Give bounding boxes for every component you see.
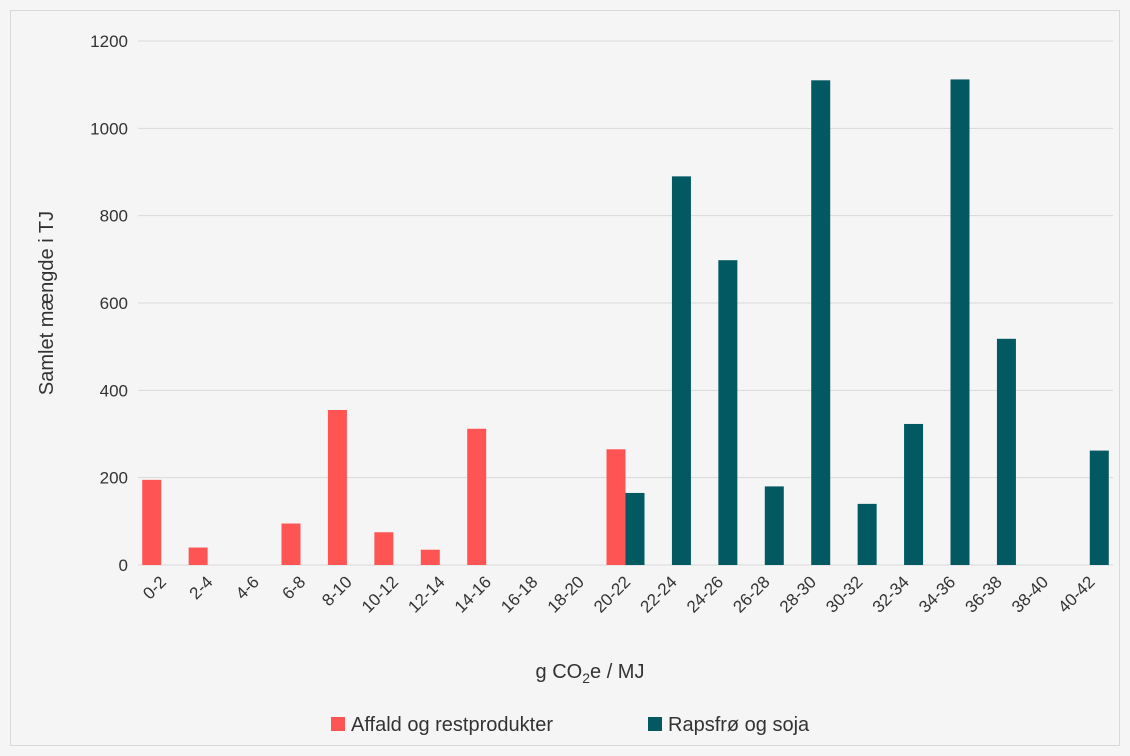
y-axis-title: Samlet mængde i TJ bbox=[36, 211, 58, 395]
y-tick-label: 1000 bbox=[90, 119, 128, 138]
bar-affald-6-8 bbox=[281, 523, 301, 565]
bar-rapsfro-30-32 bbox=[857, 503, 877, 565]
legend-swatch-rapsfro bbox=[648, 717, 662, 731]
y-tick-label: 0 bbox=[119, 556, 128, 575]
x-axis-title-main: g CO bbox=[536, 661, 583, 683]
x-tick-label: 0-2 bbox=[139, 572, 170, 603]
bar-affald-0-2 bbox=[142, 479, 162, 565]
legend: Affald og restprodukter Rapsfrø og soja bbox=[331, 714, 810, 736]
bar-rapsfro-24-26 bbox=[718, 260, 738, 565]
x-tick-label: 26-28 bbox=[729, 572, 773, 616]
bar-rapsfro-34-36 bbox=[950, 79, 970, 565]
bar-rapsfro-20-22 bbox=[625, 492, 645, 565]
x-tick-label: 14-16 bbox=[451, 572, 495, 616]
x-tick-label: 10-12 bbox=[358, 572, 402, 616]
x-tick-label: 6-8 bbox=[279, 572, 310, 603]
x-tick-label: 28-30 bbox=[776, 572, 820, 616]
x-axis-title-subscript: 2 bbox=[582, 670, 590, 686]
bar-affald-20-22 bbox=[606, 449, 626, 565]
legend-label-rapsfro: Rapsfrø og soja bbox=[668, 714, 810, 736]
bar-rapsfro-32-34 bbox=[904, 423, 924, 565]
x-tick-label: 40-42 bbox=[1054, 572, 1098, 616]
x-tick-label: 30-32 bbox=[822, 572, 866, 616]
x-tick-label: 36-38 bbox=[962, 572, 1006, 616]
bar-rapsfro-22-24 bbox=[671, 176, 691, 565]
y-tick-label: 600 bbox=[100, 294, 128, 313]
bar-rapsfro-40-42 bbox=[1089, 450, 1109, 565]
bar-affald-2-4 bbox=[188, 547, 208, 565]
x-axis-title: g CO2e / MJ bbox=[536, 661, 645, 686]
gridlines bbox=[138, 40, 1113, 566]
x-axis-ticks: 0-2 2-4 4-6 6-8 8-10 10-12 12-14 14-16 16-18 18-2… bbox=[139, 572, 1098, 616]
bars bbox=[142, 79, 1109, 566]
y-tick-label: 1200 bbox=[90, 32, 128, 51]
bar-rapsfro-26-28 bbox=[764, 486, 784, 565]
y-tick-label: 800 bbox=[100, 207, 128, 226]
x-tick-label: 4-6 bbox=[232, 572, 263, 603]
x-tick-label: 8-10 bbox=[318, 572, 355, 609]
x-tick-label: 12-14 bbox=[404, 572, 448, 616]
y-axis-ticks: 0 200 400 600 800 1000 1200 bbox=[90, 32, 128, 575]
x-tick-label: 32-34 bbox=[869, 572, 913, 616]
legend-label-affald: Affald og restprodukter bbox=[351, 714, 553, 736]
x-tick-label: 34-36 bbox=[915, 572, 959, 616]
bar-affald-10-12 bbox=[374, 532, 394, 565]
legend-swatch-affald bbox=[331, 717, 345, 731]
y-tick-label: 200 bbox=[100, 469, 128, 488]
x-tick-label: 2-4 bbox=[186, 572, 217, 603]
bar-rapsfro-28-30 bbox=[811, 80, 831, 566]
bar-affald-8-10 bbox=[327, 409, 347, 565]
bar-affald-12-14 bbox=[420, 549, 440, 565]
bar-affald-14-16 bbox=[467, 428, 487, 565]
x-axis-title-rest: e / MJ bbox=[590, 661, 644, 683]
bar-chart: 0 200 400 600 800 1000 1200 0-2 2-4 4-6 6-8 8-10 10… bbox=[36, 32, 1113, 736]
x-tick-label: 38-40 bbox=[1008, 572, 1052, 616]
y-tick-label: 400 bbox=[100, 381, 128, 400]
x-tick-label: 24-26 bbox=[683, 572, 727, 616]
chart-frame: 0 200 400 600 800 1000 1200 0-2 2-4 4-6 6-8 8-10 10… bbox=[10, 10, 1120, 746]
x-tick-label: 20-22 bbox=[590, 572, 634, 616]
bar-rapsfro-36-38 bbox=[996, 338, 1016, 565]
x-tick-label: 18-20 bbox=[544, 572, 588, 616]
x-tick-label: 22-24 bbox=[637, 572, 681, 616]
x-tick-label: 16-18 bbox=[497, 572, 541, 616]
